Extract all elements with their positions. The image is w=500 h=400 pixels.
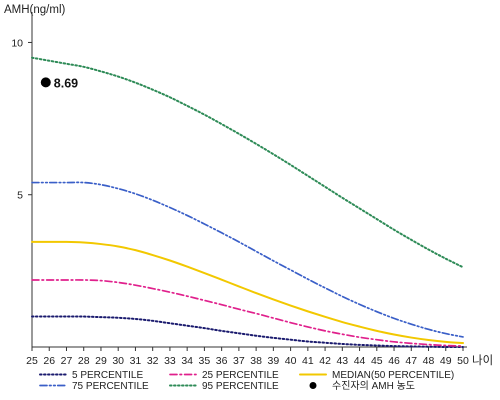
- x-tick-label: 36: [216, 355, 228, 367]
- x-tick-label: 49: [440, 355, 452, 367]
- x-tick-label: 33: [164, 355, 176, 367]
- patient-amh-value-label: 8.69: [54, 76, 78, 90]
- series-line-25-percentile: [31, 279, 464, 347]
- x-tick-label: 37: [233, 355, 245, 367]
- x-tick-label: 25: [26, 355, 38, 367]
- y-tick-label: 10: [11, 37, 23, 49]
- x-tick-label: 45: [371, 355, 383, 367]
- series-lines: [31, 56, 464, 349]
- legend: 5 PERCENTILE 25 PERCENTILE MEDIAN(50 PERCE…: [39, 370, 454, 392]
- y-ticks: 5 10: [11, 37, 32, 202]
- x-tick-label: 48: [423, 355, 435, 367]
- patient-marker: 8.69: [40, 76, 78, 90]
- x-axis-title: 나이: [472, 354, 493, 367]
- x-tick-label: 46: [388, 355, 400, 367]
- x-tick-label: 41: [302, 355, 314, 367]
- legend-label-75-percentile: 75 PERCENTILE: [72, 381, 149, 392]
- series-line-5-percentile: [31, 315, 464, 349]
- x-tick-label: 26: [43, 355, 55, 367]
- x-ticks: 25 26 27 28 29 30 31 32 33 34 35 36 37 38 39 40 41 42 43 44…: [26, 347, 469, 367]
- y-tick-label: 5: [17, 190, 23, 202]
- series-line-75-percentile: [31, 181, 464, 338]
- x-tick-label: 28: [78, 355, 90, 367]
- x-tick-label: 34: [181, 355, 193, 367]
- x-tick-label: 43: [336, 355, 348, 367]
- x-tick-label: 31: [130, 355, 142, 367]
- legend-label-95-percentile: 95 PERCENTILE: [202, 381, 279, 392]
- x-tick-label: 39: [268, 355, 280, 367]
- legend-label-25-percentile: 25 PERCENTILE: [202, 370, 279, 381]
- x-tick-label: 40: [285, 355, 297, 367]
- y-axis-title: AMH(ng/ml): [4, 4, 66, 16]
- x-tick-label: 42: [319, 355, 331, 367]
- x-tick-label: 38: [250, 355, 262, 367]
- x-tick-label: 44: [354, 355, 366, 367]
- legend-label-5-percentile: 5 PERCENTILE: [72, 370, 143, 381]
- x-tick-label: 27: [61, 355, 73, 367]
- x-tick-label: 30: [112, 355, 124, 367]
- x-tick-label: 29: [95, 355, 107, 367]
- series-line-median-50-percentile: [31, 240, 464, 345]
- legend-swatch-patient-marker: [309, 382, 317, 389]
- x-tick-label: 50: [457, 355, 469, 367]
- legend-label-median-50-percentile: MEDIAN(50 PERCENTILE): [332, 370, 454, 381]
- x-tick-label: 35: [199, 355, 211, 367]
- series-line-95-percentile: [31, 56, 464, 269]
- legend-label-patient-marker: 수진자의 AMH 농도: [332, 380, 415, 392]
- x-tick-label: 47: [405, 355, 417, 367]
- x-tick-label: 32: [147, 355, 159, 367]
- patient-amh-point: [40, 77, 51, 88]
